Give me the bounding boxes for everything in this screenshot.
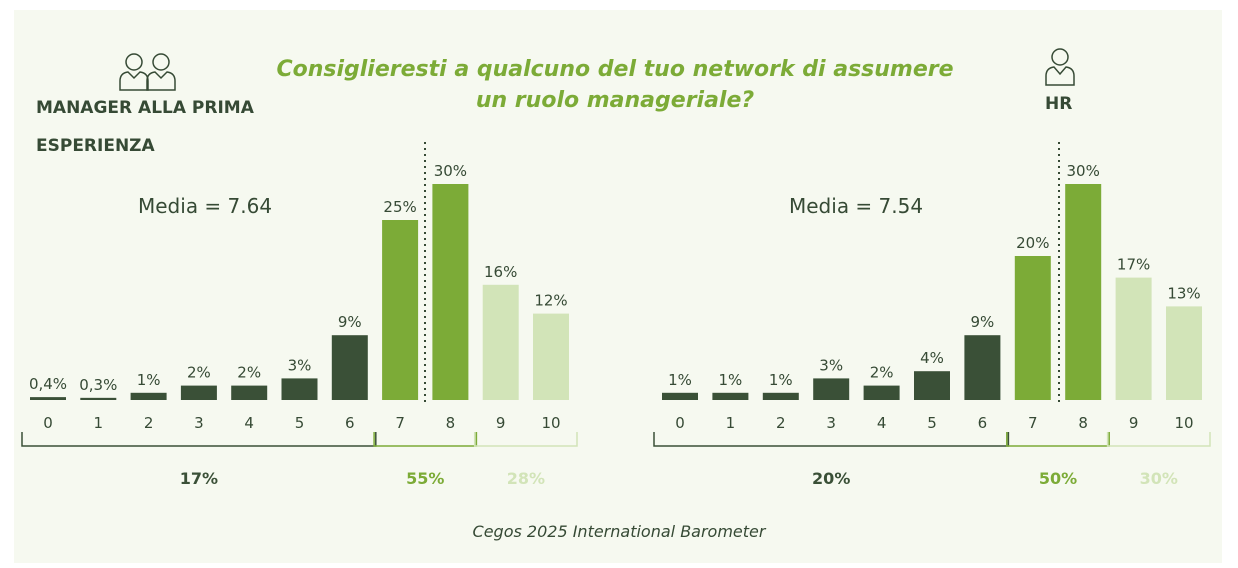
category-label: 0	[43, 414, 53, 432]
data-label: 13%	[1167, 284, 1200, 302]
category-label: 4	[244, 414, 254, 432]
data-label: 9%	[971, 313, 995, 331]
group-bracket-detractors	[653, 432, 1010, 447]
data-label: 20%	[1016, 234, 1049, 252]
data-label: 9%	[338, 313, 362, 331]
bar	[30, 397, 66, 400]
category-label: 8	[1078, 414, 1088, 432]
group-bracket-promoters	[473, 432, 578, 447]
data-label: 1%	[137, 371, 161, 389]
category-label: 5	[295, 414, 305, 432]
data-label: 1%	[769, 371, 793, 389]
data-label: 3%	[819, 356, 843, 374]
data-label: 1%	[668, 371, 692, 389]
mean-label: Media = 7.64	[138, 194, 273, 218]
category-label: 2	[776, 414, 786, 432]
bar	[813, 378, 850, 400]
data-label: 4%	[920, 349, 944, 367]
category-label: 4	[877, 414, 887, 432]
data-label: 0,3%	[79, 376, 117, 394]
data-label: 30%	[434, 162, 467, 180]
category-label: 7	[395, 414, 405, 432]
category-label: 3	[194, 414, 204, 432]
data-label: 3%	[288, 356, 312, 374]
bar	[80, 397, 117, 400]
bar	[180, 385, 217, 400]
data-label: 25%	[383, 198, 416, 216]
group-label-hr: HR	[1045, 94, 1073, 114]
footer-source: Cegos 2025 International Barometer	[472, 522, 766, 541]
bar	[281, 378, 318, 400]
group-total-detractors: 20%	[812, 469, 850, 488]
group-bracket-passives	[373, 432, 478, 447]
category-label: 10	[541, 414, 560, 432]
data-label: 16%	[484, 263, 517, 281]
group-label-line-1: MANAGER ALLA PRIMA	[36, 98, 254, 118]
group-total-passives: 50%	[1039, 469, 1077, 488]
category-label: 3	[826, 414, 836, 432]
category-label: 0	[675, 414, 685, 432]
data-label: 2%	[187, 364, 211, 382]
group-total-promoters: 28%	[507, 469, 545, 488]
category-label: 5	[927, 414, 937, 432]
chart-title: Consiglieresti a qualcuno del tuo networ…	[190, 54, 1040, 116]
category-label: 9	[1129, 414, 1139, 432]
bar	[482, 284, 519, 400]
mean-label-hr: Media = 7.54	[789, 194, 924, 218]
category-label: 1	[726, 414, 736, 432]
category-label: 9	[496, 414, 506, 432]
data-label: 0,4%	[29, 375, 67, 393]
group-total-detractors: 17%	[180, 469, 218, 488]
data-label: 12%	[534, 292, 567, 310]
category-label: 10	[1174, 414, 1193, 432]
title-line-2: un ruolo manageriale?	[475, 88, 755, 113]
bar	[1014, 256, 1051, 400]
data-label: 2%	[870, 364, 894, 382]
category-label: 6	[978, 414, 988, 432]
bar	[863, 385, 900, 400]
bar	[712, 392, 749, 400]
category-label: 2	[144, 414, 154, 432]
data-label: 2%	[237, 364, 261, 382]
bar	[1065, 184, 1102, 400]
data-label: 1%	[719, 371, 743, 389]
bar	[382, 220, 419, 400]
group-bracket-detractors	[21, 432, 377, 447]
bar	[130, 392, 167, 400]
data-label: 30%	[1067, 162, 1100, 180]
bar	[662, 392, 698, 400]
group-total-promoters: 30%	[1140, 469, 1178, 488]
bar	[533, 313, 569, 400]
category-label: 7	[1028, 414, 1038, 432]
bar	[964, 335, 1001, 400]
group-bracket-passives	[1006, 432, 1110, 447]
category-label: 1	[94, 414, 104, 432]
two-people-icon	[118, 51, 178, 97]
data-label: 17%	[1117, 256, 1150, 274]
category-label: 8	[446, 414, 456, 432]
category-label: 6	[345, 414, 355, 432]
bar	[432, 184, 469, 400]
person-icon	[1044, 47, 1076, 91]
bar	[231, 385, 268, 400]
group-label-line-2: ESPERIENZA	[36, 136, 155, 156]
bar	[914, 371, 950, 400]
bar	[762, 392, 799, 400]
group-bracket-promoters	[1106, 432, 1211, 447]
bar	[331, 335, 368, 400]
bar	[1115, 277, 1152, 400]
group-total-passives: 55%	[406, 469, 444, 488]
bar	[1166, 306, 1202, 400]
title-line-1: Consiglieresti a qualcuno del tuo networ…	[276, 57, 954, 82]
